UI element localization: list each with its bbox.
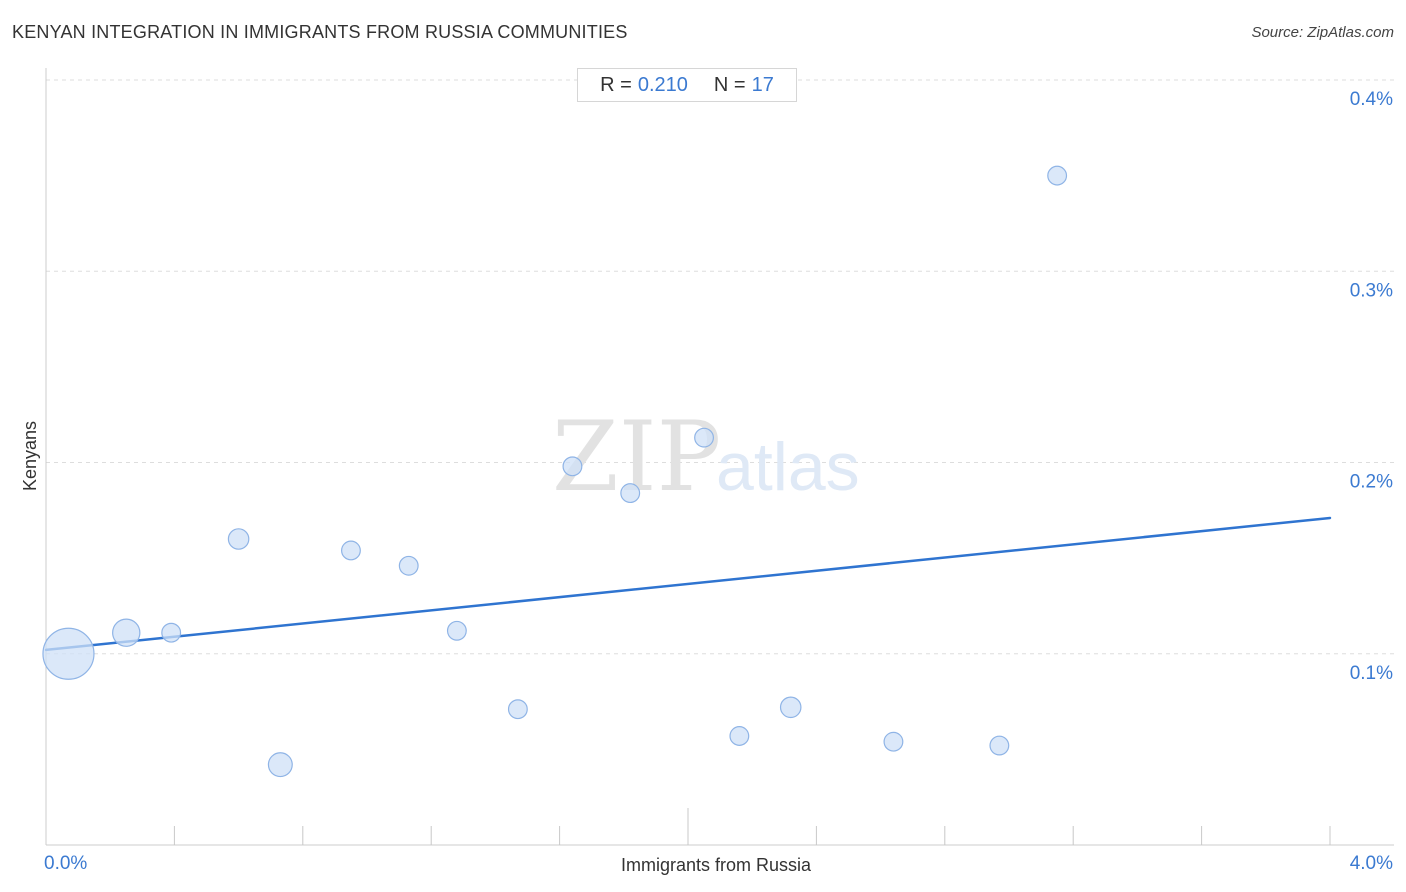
tick-labels: 0.1% 0.2% 0.3% 0.4% 0.0% 4.0% xyxy=(44,89,1393,874)
gridlines xyxy=(46,79,1394,655)
data-point-10 xyxy=(620,483,641,504)
r-label: R = xyxy=(600,73,632,96)
data-point-13 xyxy=(779,696,802,719)
data-point-12 xyxy=(729,726,750,746)
trend-line-group xyxy=(44,516,1332,652)
y-axis-title: Kenyans xyxy=(20,421,40,491)
regression-line xyxy=(44,516,1332,652)
data-point-4 xyxy=(267,752,293,778)
y-tick-label-3: 0.4% xyxy=(1350,89,1393,110)
chart-title: KENYAN INTEGRATION IN IMMIGRANTS FROM RU… xyxy=(12,22,628,42)
x-tick-label-0: 0.0% xyxy=(44,853,87,874)
data-point-8 xyxy=(507,699,528,720)
data-point-7 xyxy=(446,620,467,641)
data-point-5 xyxy=(341,540,361,561)
data-point-14 xyxy=(883,731,904,752)
data-point-6 xyxy=(398,555,419,576)
data-point-11 xyxy=(694,427,715,448)
n-value: 17 xyxy=(751,73,774,96)
data-point-9 xyxy=(562,456,583,477)
data-point-15 xyxy=(989,735,1010,756)
data-points xyxy=(42,165,1068,778)
data-point-16 xyxy=(1047,165,1068,186)
y-tick-label-0: 0.1% xyxy=(1350,663,1393,684)
axes xyxy=(45,68,1394,846)
data-point-0 xyxy=(42,627,95,680)
zipatlas-watermark: ZIP atlas xyxy=(552,401,860,513)
correlation-stats-box: R = 0.210 N = 17 xyxy=(577,68,797,102)
n-label: N = xyxy=(713,73,746,96)
y-tick-label-2: 0.3% xyxy=(1350,280,1393,301)
data-point-1 xyxy=(112,618,141,647)
watermark-atlas: atlas xyxy=(716,429,860,505)
data-point-3 xyxy=(227,528,250,550)
x-axis-title: Immigrants from Russia xyxy=(621,855,812,875)
x-tick-label-1: 4.0% xyxy=(1350,853,1393,874)
y-tick-label-1: 0.2% xyxy=(1350,472,1393,493)
r-value: 0.210 xyxy=(637,73,688,96)
data-point-2 xyxy=(161,622,182,643)
source-credit: Source: ZipAtlas.com xyxy=(1251,24,1394,41)
